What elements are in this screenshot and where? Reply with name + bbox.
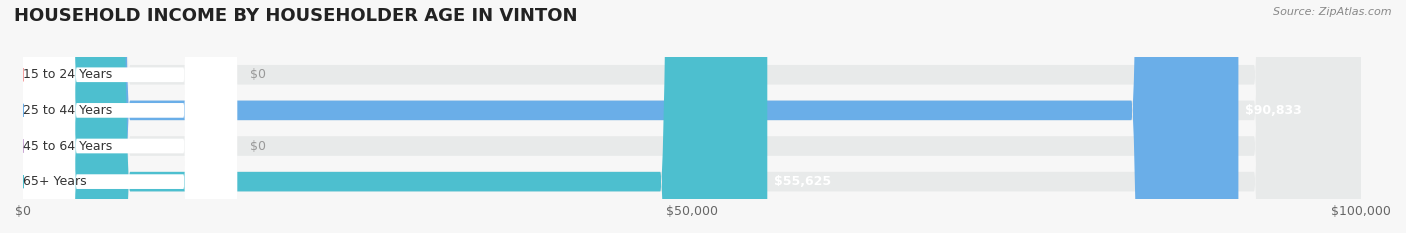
FancyBboxPatch shape xyxy=(22,0,1361,233)
Text: Source: ZipAtlas.com: Source: ZipAtlas.com xyxy=(1274,7,1392,17)
Text: 15 to 24 Years: 15 to 24 Years xyxy=(22,68,112,81)
Text: 65+ Years: 65+ Years xyxy=(22,175,87,188)
Text: $90,833: $90,833 xyxy=(1246,104,1302,117)
FancyBboxPatch shape xyxy=(22,0,238,233)
Text: 25 to 44 Years: 25 to 44 Years xyxy=(22,104,112,117)
FancyBboxPatch shape xyxy=(22,0,1361,233)
Text: $0: $0 xyxy=(250,140,267,153)
FancyBboxPatch shape xyxy=(22,0,1361,233)
Text: $55,625: $55,625 xyxy=(773,175,831,188)
FancyBboxPatch shape xyxy=(22,0,238,233)
FancyBboxPatch shape xyxy=(22,0,238,233)
FancyBboxPatch shape xyxy=(22,0,238,233)
Text: 45 to 64 Years: 45 to 64 Years xyxy=(22,140,112,153)
FancyBboxPatch shape xyxy=(22,0,768,233)
FancyBboxPatch shape xyxy=(22,0,1361,233)
FancyBboxPatch shape xyxy=(22,0,1239,233)
Text: HOUSEHOLD INCOME BY HOUSEHOLDER AGE IN VINTON: HOUSEHOLD INCOME BY HOUSEHOLDER AGE IN V… xyxy=(14,7,578,25)
Text: $0: $0 xyxy=(250,68,267,81)
